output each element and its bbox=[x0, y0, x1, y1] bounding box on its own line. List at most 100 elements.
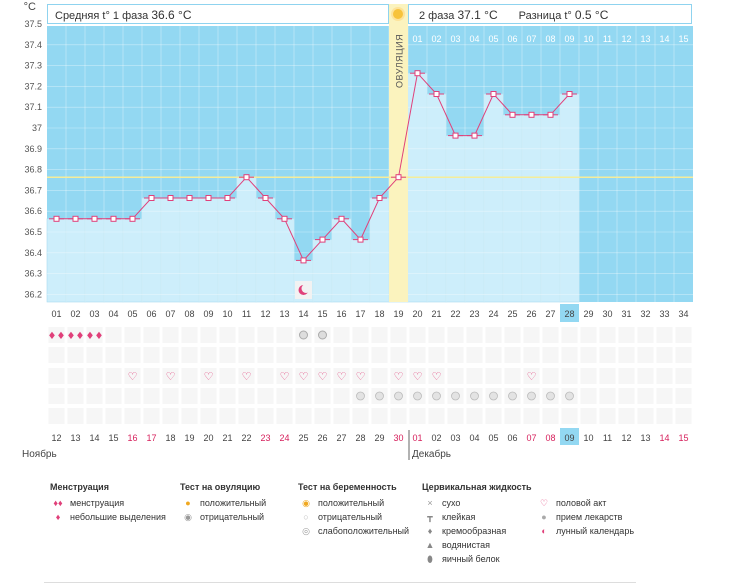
marker-cell bbox=[504, 347, 521, 363]
marker-cell bbox=[390, 347, 407, 363]
marker-cell bbox=[447, 408, 464, 424]
calendar-date-label: 16 bbox=[127, 433, 137, 443]
marker-cell bbox=[48, 347, 65, 363]
calendar-date-label: 02 bbox=[431, 433, 441, 443]
temperature-point bbox=[224, 195, 231, 201]
marker-cell bbox=[181, 347, 198, 363]
month-label: Ноябрь bbox=[22, 448, 57, 460]
marker-cell bbox=[105, 368, 122, 384]
drops-icon: ♦♦ bbox=[53, 498, 63, 508]
cycle-day-label: 06 bbox=[146, 309, 156, 319]
sticky-icon: ┳ bbox=[427, 512, 433, 522]
marker-cell bbox=[561, 368, 578, 384]
marker-cell bbox=[181, 327, 198, 343]
marker-cell bbox=[580, 388, 597, 404]
cycle-day-label: 20 bbox=[412, 309, 422, 319]
marker-cell bbox=[428, 368, 445, 384]
calendar-date-label: 08 bbox=[545, 433, 555, 443]
temperature-point bbox=[452, 132, 459, 139]
marker-cell bbox=[200, 408, 217, 424]
temperature-bar bbox=[198, 197, 219, 303]
marker-cell bbox=[390, 408, 407, 424]
legend-item: водянистая bbox=[442, 540, 491, 550]
calendar-date-label: 29 bbox=[374, 433, 384, 443]
marker-cell bbox=[409, 408, 426, 424]
marker-cell bbox=[656, 327, 673, 343]
marker-cell bbox=[333, 368, 350, 384]
marker-cell bbox=[675, 388, 692, 404]
cycle-day-label: 32 bbox=[640, 309, 650, 319]
cycle-day-label: 22 bbox=[450, 309, 460, 319]
marker-cell bbox=[409, 368, 426, 384]
temperature-point bbox=[395, 174, 402, 181]
calendar-date-label: 28 bbox=[355, 433, 365, 443]
marker-cell bbox=[200, 347, 217, 363]
marker-cell bbox=[257, 347, 274, 363]
cycle-day-label: 26 bbox=[526, 309, 536, 319]
marker-cell bbox=[523, 408, 540, 424]
marker-cell bbox=[485, 347, 502, 363]
marker-cell bbox=[238, 327, 255, 343]
pill-icon bbox=[470, 391, 479, 401]
legend-item: кремообразная bbox=[442, 526, 507, 536]
heart-icon: ♡ bbox=[318, 370, 328, 383]
marker-cell bbox=[371, 368, 388, 384]
phase2-day-label: 15 bbox=[678, 34, 688, 44]
marker-cell bbox=[580, 327, 597, 343]
marker-cell bbox=[276, 408, 293, 424]
marker-cell bbox=[238, 368, 255, 384]
calendar-date-label: 30 bbox=[393, 433, 403, 443]
marker-cell bbox=[637, 347, 654, 363]
marker-cell bbox=[238, 388, 255, 404]
temperature-point bbox=[148, 195, 155, 201]
marker-cell bbox=[67, 408, 84, 424]
cycle-day-label: 02 bbox=[70, 309, 80, 319]
cycle-day-label: 14 bbox=[298, 309, 308, 319]
marker-cell bbox=[523, 347, 540, 363]
legend-divider bbox=[44, 582, 636, 583]
heart-icon: ♡ bbox=[356, 370, 366, 383]
marker-cell bbox=[295, 388, 312, 404]
calendar-date-label: 04 bbox=[469, 433, 479, 443]
heart-icon: ♡ bbox=[299, 370, 309, 383]
marker-cell bbox=[523, 368, 540, 384]
bbt-chart: ОВУЛЯЦИЯ °C 37.5 37.4 37.3 37.2 37.1 37 36.9 36.… bbox=[22, 1, 693, 460]
gray-dot-icon: ◉ bbox=[184, 512, 192, 522]
phase2-day-label: 12 bbox=[621, 34, 631, 44]
calendar-date-label: 11 bbox=[603, 433, 612, 443]
marker-cell bbox=[314, 347, 331, 363]
marker-cell bbox=[466, 368, 483, 384]
legend-item: яичный белок bbox=[442, 554, 500, 564]
temperature-bar bbox=[502, 114, 523, 303]
temperature-point bbox=[262, 195, 269, 201]
marker-cell bbox=[599, 327, 616, 343]
temperature-bar bbox=[236, 176, 257, 303]
marker-cell bbox=[105, 408, 122, 424]
marker-cell bbox=[656, 368, 673, 384]
marker-cell bbox=[314, 368, 331, 384]
phase2-day-label: 13 bbox=[640, 34, 650, 44]
sun-icon: ● bbox=[185, 498, 191, 508]
marker-cell bbox=[542, 408, 559, 424]
marker-cell bbox=[314, 408, 331, 424]
marker-cell bbox=[504, 408, 521, 424]
marker-cell bbox=[485, 327, 502, 343]
temperature-bar bbox=[445, 135, 466, 303]
marker-cell bbox=[219, 368, 236, 384]
dry-icon: × bbox=[427, 498, 433, 508]
marker-cell bbox=[257, 368, 274, 384]
weak-test-icon: ◎ bbox=[302, 526, 310, 536]
marker-cell bbox=[162, 388, 179, 404]
legend-item: половой акт bbox=[556, 498, 607, 508]
marker-cell bbox=[162, 408, 179, 424]
marker-cell bbox=[333, 327, 350, 343]
marker-cell bbox=[542, 368, 559, 384]
phase2-day-row: 01 02 03 04 05 06 07 08 09 10 11 12 13 14 15 bbox=[412, 34, 688, 44]
temperature-bar bbox=[426, 93, 447, 303]
cycle-day-label: 15 bbox=[317, 309, 327, 319]
month-label: Декабрь bbox=[412, 448, 451, 460]
cycle-day-label: 09 bbox=[203, 309, 213, 319]
temperature-series bbox=[49, 70, 577, 264]
calendar-date-label: 06 bbox=[507, 433, 517, 443]
pill-icon bbox=[451, 391, 460, 401]
